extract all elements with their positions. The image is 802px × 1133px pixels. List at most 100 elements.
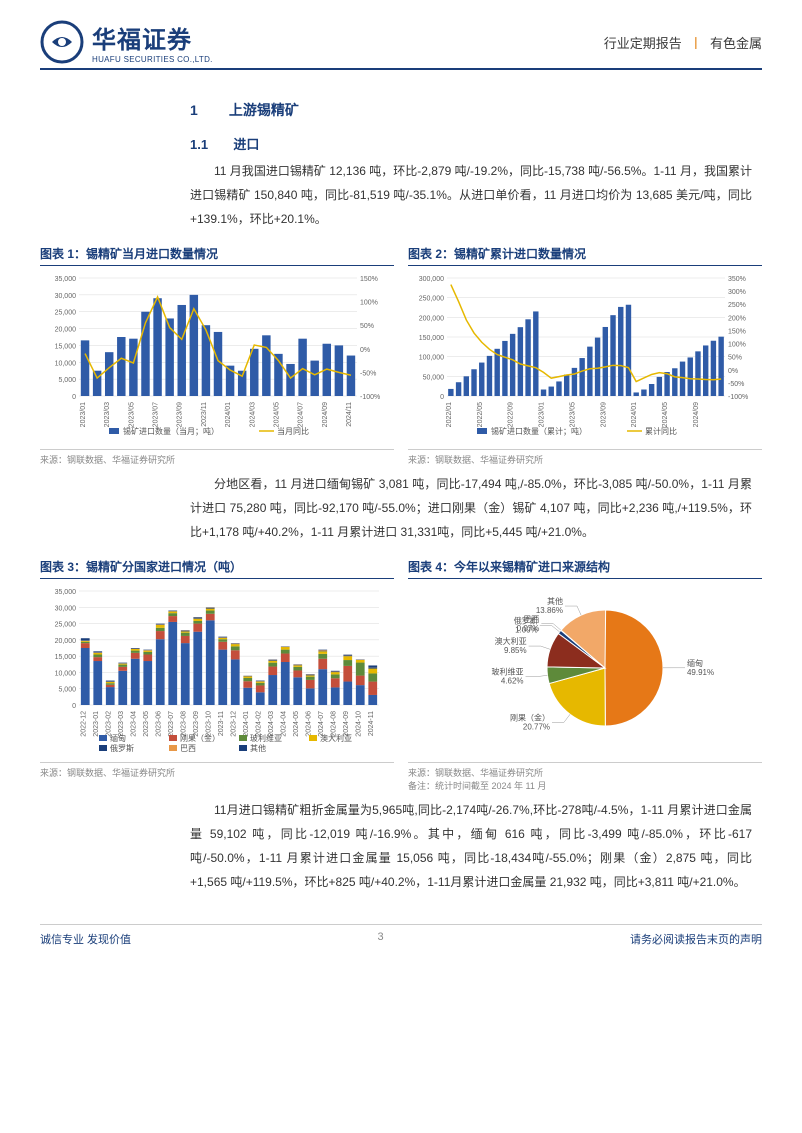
svg-text:9.85%: 9.85%: [504, 646, 527, 655]
svg-text:2024/01: 2024/01: [631, 402, 638, 427]
svg-text:2024-07: 2024-07: [318, 711, 325, 737]
svg-text:150,000: 150,000: [419, 335, 444, 342]
svg-text:150%: 150%: [728, 328, 746, 335]
logo-block: 华福证券 HUAFU SECURITIES CO.,LTD.: [40, 20, 213, 64]
svg-text:25,000: 25,000: [55, 310, 77, 317]
svg-text:250%: 250%: [728, 302, 746, 309]
svg-text:2023/05: 2023/05: [128, 402, 135, 427]
svg-text:50%: 50%: [728, 355, 742, 362]
svg-text:2024-06: 2024-06: [305, 711, 312, 737]
chart-1-source: 来源：钢联数据、华福证券研究所: [40, 449, 394, 466]
svg-text:35,000: 35,000: [55, 589, 77, 596]
svg-text:2023-11: 2023-11: [218, 711, 225, 736]
footer-left: 诚信专业 发现价值: [40, 931, 131, 947]
svg-text:2024-02: 2024-02: [255, 711, 262, 737]
svg-text:2023-08: 2023-08: [180, 711, 187, 737]
chart-4-title: 图表 4：今年以来锡精矿进口来源结构: [408, 558, 762, 579]
subsection-num: 1.1: [190, 137, 208, 152]
svg-text:2024/01: 2024/01: [225, 402, 232, 427]
svg-text:250,000: 250,000: [419, 296, 444, 303]
svg-text:15,000: 15,000: [55, 343, 77, 350]
svg-text:2023-04: 2023-04: [130, 711, 137, 737]
svg-text:2023-05: 2023-05: [143, 711, 150, 737]
svg-text:30,000: 30,000: [55, 605, 77, 612]
svg-text:50,000: 50,000: [423, 374, 445, 381]
svg-text:200%: 200%: [728, 315, 746, 322]
section-title: 上游锡精矿: [229, 102, 299, 118]
svg-text:其他: 其他: [547, 596, 563, 606]
svg-text:0: 0: [72, 394, 76, 401]
svg-text:澳大利亚: 澳大利亚: [495, 636, 527, 646]
svg-text:25,000: 25,000: [55, 622, 77, 629]
svg-text:20,000: 20,000: [55, 327, 77, 334]
svg-text:刚果（金）: 刚果（金）: [180, 733, 220, 743]
svg-text:4.62%: 4.62%: [501, 677, 524, 686]
svg-text:300%: 300%: [728, 289, 746, 296]
svg-text:2024/07: 2024/07: [298, 402, 305, 427]
svg-text:5,000: 5,000: [58, 687, 76, 694]
chart-1-title: 图表 1：锡精矿当月进口数量情况: [40, 245, 394, 266]
svg-text:2023-09: 2023-09: [193, 711, 200, 737]
svg-text:2022/05: 2022/05: [477, 402, 484, 427]
svg-text:2023/05: 2023/05: [569, 402, 576, 427]
svg-text:10,000: 10,000: [55, 360, 77, 367]
svg-text:-50%: -50%: [728, 381, 744, 388]
svg-text:刚果（金）: 刚果（金）: [510, 712, 550, 722]
svg-text:100%: 100%: [728, 342, 746, 349]
svg-text:锡矿进口数量（累计；吨）: 锡矿进口数量（累计；吨）: [491, 426, 587, 436]
svg-text:2024/05: 2024/05: [273, 402, 280, 427]
chart-3-source: 来源：钢联数据、华福证券研究所: [40, 762, 394, 779]
svg-text:10,000: 10,000: [55, 670, 77, 677]
chart-3: 0 5,000 10,000 15,000 20,000 25,000 30,000 35,0…: [40, 583, 394, 753]
svg-text:缅甸: 缅甸: [687, 658, 703, 668]
svg-text:2024/09: 2024/09: [322, 402, 329, 427]
svg-text:玻利维亚: 玻利维亚: [250, 733, 282, 743]
svg-text:0.07%: 0.07%: [517, 624, 540, 633]
svg-text:2023-03: 2023-03: [118, 711, 125, 737]
svg-text:2024-09: 2024-09: [343, 711, 350, 737]
svg-text:0: 0: [72, 703, 76, 710]
svg-text:2024-10: 2024-10: [355, 711, 362, 737]
svg-text:2024-01: 2024-01: [243, 711, 250, 737]
section-num: 1: [190, 102, 198, 118]
svg-text:100,000: 100,000: [419, 355, 444, 362]
svg-text:2023/09: 2023/09: [177, 402, 184, 427]
chart-1-block: 图表 1：锡精矿当月进口数量情况 05,00010,00015,00020,00…: [40, 245, 394, 466]
paragraph-2: 分地区看，11 月进口缅甸锡矿 3,081 吨，同比-17,494 吨,/-85…: [190, 472, 752, 544]
svg-text:2023/07: 2023/07: [153, 402, 160, 427]
svg-text:2022-12: 2022-12: [80, 711, 87, 737]
svg-text:2024-08: 2024-08: [330, 711, 337, 737]
header-category-left: 行业定期报告: [604, 36, 682, 51]
svg-text:2024-04: 2024-04: [280, 711, 287, 737]
svg-text:0: 0: [440, 394, 444, 401]
svg-text:20,000: 20,000: [55, 638, 77, 645]
header-category: 行业定期报告 丨 有色金属: [604, 33, 762, 52]
svg-text:当月同比: 当月同比: [277, 426, 309, 436]
svg-text:-100%: -100%: [360, 394, 380, 401]
svg-text:-50%: -50%: [360, 370, 376, 377]
svg-text:巴西: 巴西: [180, 744, 196, 753]
svg-text:300,000: 300,000: [419, 276, 444, 283]
paragraph-3: 11月进口锡精矿粗折金属量为5,965吨,同比-2,174吨/-26.7%,环比…: [190, 798, 752, 894]
svg-text:200,000: 200,000: [419, 315, 444, 322]
svg-text:2023/01: 2023/01: [80, 402, 87, 427]
subsection-title: 进口: [233, 137, 259, 152]
svg-text:15,000: 15,000: [55, 654, 77, 661]
footer-right: 请务必阅读报告末页的声明: [630, 931, 762, 947]
svg-text:49.91%: 49.91%: [687, 668, 714, 677]
svg-text:2023-02: 2023-02: [105, 711, 112, 737]
svg-text:2024-05: 2024-05: [293, 711, 300, 737]
chart-2-block: 图表 2：锡精矿累计进口数量情况 050,000100,000150,00020…: [408, 245, 762, 466]
chart-4-note: 备注：统计时间截至 2024 年 11 月: [408, 779, 762, 792]
svg-text:2024/05: 2024/05: [662, 402, 669, 427]
svg-text:2023-12: 2023-12: [230, 711, 237, 737]
svg-text:0%: 0%: [360, 347, 370, 354]
svg-text:2022/09: 2022/09: [508, 402, 515, 427]
svg-text:2024-03: 2024-03: [268, 711, 275, 737]
svg-text:巴西: 巴西: [523, 615, 539, 624]
chart-2-source: 来源：钢联数据、华福证券研究所: [408, 449, 762, 466]
svg-text:35,000: 35,000: [55, 276, 77, 283]
chart-4-block: 图表 4：今年以来锡精矿进口来源结构 缅甸49.91%刚果（金）20.77%玻利…: [408, 558, 762, 792]
logo-icon: [40, 20, 84, 64]
svg-text:30,000: 30,000: [55, 293, 77, 300]
